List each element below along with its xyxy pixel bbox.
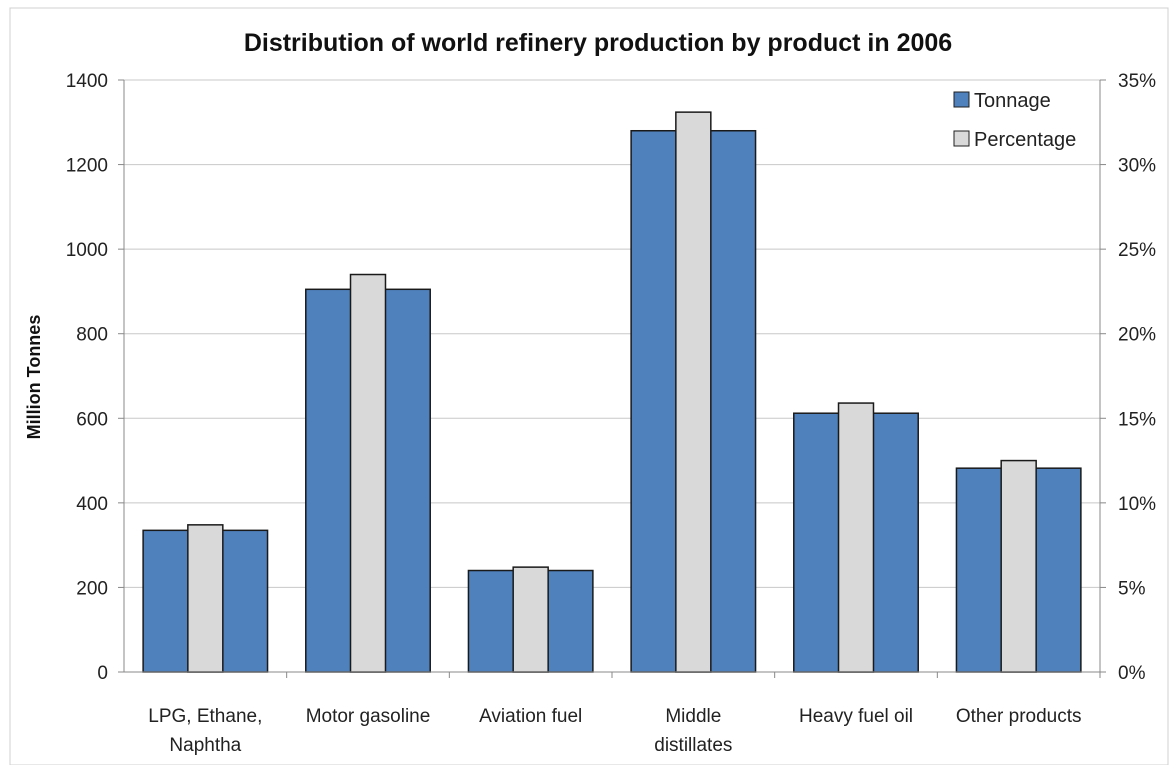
legend: Tonnage Percentage — [953, 90, 1076, 151]
y2-tick-label: 25% — [1118, 240, 1156, 261]
bar-percentage — [675, 111, 712, 673]
x-tick-label: Heavy fuel oil — [799, 706, 913, 727]
bars — [142, 111, 1082, 673]
x-tick-label: Naphtha — [169, 735, 241, 756]
bar-percentage — [1000, 459, 1037, 673]
y2-tick-label: 10% — [1118, 494, 1156, 515]
bar-percentage — [512, 566, 549, 673]
y-tick-label: 1400 — [66, 71, 108, 92]
y-tick-label: 0 — [97, 663, 108, 684]
axes: 0 0% 200 5% 400 10% 600 15% 800 20% 1000 25% 1200 30%… — [66, 71, 1156, 756]
y-tick-label: 200 — [76, 578, 108, 599]
y-tick-label: 600 — [76, 409, 108, 430]
legend-label-percentage: Percentage — [974, 129, 1076, 151]
y2-tick-label: 15% — [1118, 409, 1156, 430]
bar-percentage — [187, 524, 224, 673]
y2-tick-label: 30% — [1118, 156, 1156, 177]
y-tick-label: 400 — [76, 494, 108, 515]
legend-swatch-percentage — [953, 130, 970, 147]
legend-swatch-tonnage — [953, 91, 970, 108]
x-tick-label: Aviation fuel — [479, 706, 582, 727]
x-tick-label: Other products — [956, 706, 1082, 727]
chart-border — [9, 7, 1169, 765]
y2-tick-label: 35% — [1118, 71, 1156, 92]
bar-percentage — [349, 273, 387, 673]
x-tick-label: Middle — [665, 706, 721, 727]
chart-title: Distribution of world refinery productio… — [244, 29, 952, 57]
x-tick-label: LPG, Ethane, — [148, 706, 262, 727]
y2-tick-label: 0% — [1118, 663, 1146, 684]
legend-label-tonnage: Tonnage — [974, 90, 1051, 112]
y-tick-label: 1000 — [66, 240, 108, 261]
y-tick-label: 1200 — [66, 156, 108, 177]
y2-tick-label: 5% — [1118, 578, 1146, 599]
y2-tick-label: 20% — [1118, 325, 1156, 346]
x-tick-label: Motor gasoline — [306, 706, 431, 727]
x-tick-label: distillates — [654, 735, 732, 756]
y-tick-label: 800 — [76, 325, 108, 346]
bar-percentage — [837, 402, 875, 673]
y-axis-label: Million Tonnes — [24, 315, 44, 440]
grid — [124, 79, 1100, 588]
